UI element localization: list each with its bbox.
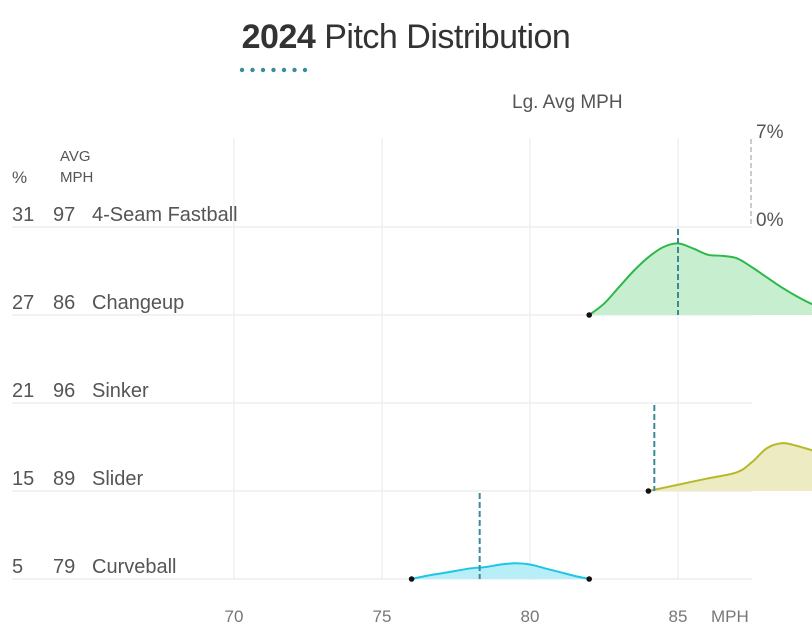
density-line-changeup [588,242,812,316]
range-min-dot-curveball [408,576,415,582]
density-area-slider [648,443,812,491]
row-name-sinker: Sinker [92,380,149,402]
x-tick-85: 85 [669,607,688,626]
scale-top-label: 7% [756,122,784,143]
row-pct-sinker: 21 [12,380,34,402]
avg-header-line2: MPH [60,169,93,186]
row-pct-changeup: 27 [12,292,34,314]
scale-bottom-label: 0% [756,210,784,231]
row-avg-mph-slider: 89 [53,468,75,490]
density-line-curveball [411,562,590,580]
title-text: Pitch Distribution [324,18,571,56]
range-min-dot-slider [645,488,652,494]
density-line-slider [648,442,812,492]
row-avg-mph-curveball: 79 [53,556,75,578]
range-max-dot-curveball [586,576,592,582]
row-name-curveball: Curveball [92,556,176,578]
row-pct-curveball: 5 [12,556,23,578]
row-name-4-seam-fastball: 4-Seam Fastball [92,204,238,226]
x-tick-70: 70 [225,607,244,626]
x-unit-label: MPH [711,607,749,626]
row-name-changeup: Changeup [92,292,184,314]
row-avg-mph-4-seam-fastball: 97 [53,204,75,226]
x-tick-80: 80 [521,607,540,626]
row-name-slider: Slider [92,468,143,490]
row-pct-4-seam-fastball: 31 [12,204,34,226]
lg-avg-label: Lg. Avg MPH [512,92,623,113]
density-area-curveball [411,563,590,579]
pct-header: % [12,168,27,187]
x-tick-75: 75 [373,607,392,626]
range-min-dot-changeup [586,312,592,318]
avg-header-line1: AVG [60,148,91,165]
title-year: 2024 [241,18,316,56]
chart-title: 2024 Pitch Distribution [0,18,812,57]
row-pct-slider: 15 [12,468,34,490]
row-avg-mph-sinker: 96 [53,380,75,402]
title-underline-dots [239,67,308,73]
density-area-changeup [589,243,812,315]
row-avg-mph-changeup: 86 [53,292,75,314]
